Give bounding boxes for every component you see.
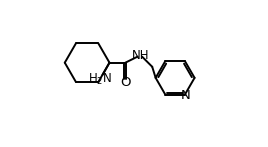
Text: NH: NH [131, 49, 149, 62]
Text: H$_2$N: H$_2$N [88, 72, 112, 87]
Text: N: N [181, 89, 191, 102]
Text: O: O [120, 76, 131, 89]
